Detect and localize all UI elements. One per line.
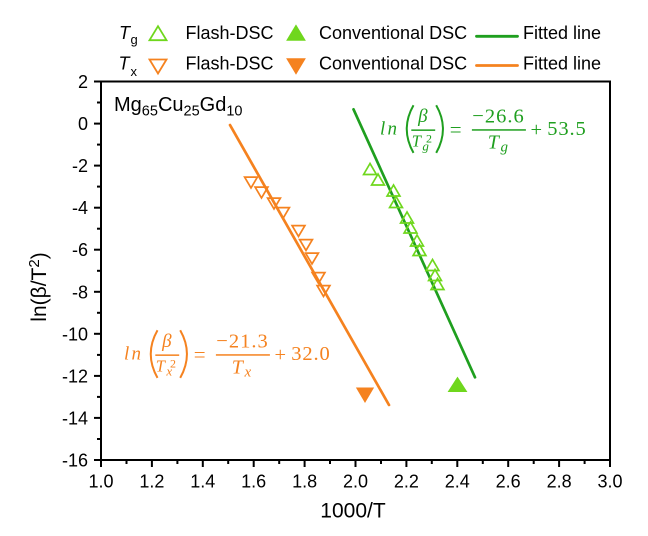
svg-text:-6: -6	[72, 240, 88, 260]
svg-text:2.8: 2.8	[547, 472, 572, 492]
svg-text:x: x	[165, 364, 172, 379]
svg-text:β: β	[417, 106, 428, 127]
svg-text:-4: -4	[72, 198, 88, 218]
svg-text:T: T	[412, 131, 423, 150]
svg-text:1000/T: 1000/T	[320, 500, 386, 523]
svg-text:x: x	[244, 365, 252, 381]
svg-text:−26.6: −26.6	[472, 106, 524, 128]
svg-text:2.2: 2.2	[394, 472, 419, 492]
svg-text:Mg65Cu25Gd10: Mg65Cu25Gd10	[114, 94, 242, 120]
svg-text:g: g	[131, 32, 138, 47]
svg-text:+: +	[275, 344, 287, 366]
svg-text:2: 2	[426, 131, 432, 145]
svg-text:1.0: 1.0	[88, 472, 113, 492]
svg-text:+: +	[531, 119, 543, 141]
svg-text:2: 2	[170, 356, 176, 370]
svg-text:-16: -16	[62, 451, 88, 471]
svg-text:g: g	[501, 140, 509, 156]
svg-text:32.0: 32.0	[291, 343, 330, 365]
svg-text:3.0: 3.0	[597, 472, 622, 492]
svg-text:-8: -8	[72, 282, 88, 302]
svg-text:2.6: 2.6	[496, 472, 521, 492]
svg-text:T: T	[488, 132, 501, 154]
svg-text:T: T	[156, 356, 167, 375]
svg-text:2.4: 2.4	[445, 472, 470, 492]
svg-text:=: =	[450, 117, 462, 141]
svg-text:−21.3: −21.3	[216, 331, 268, 353]
svg-text:2.0: 2.0	[343, 472, 368, 492]
svg-text:Fitted line: Fitted line	[523, 23, 601, 43]
svg-text:ln: ln	[380, 119, 399, 140]
svg-text:-10: -10	[62, 324, 88, 344]
svg-text:53.5: 53.5	[547, 118, 586, 140]
svg-text:Fitted line: Fitted line	[523, 53, 601, 73]
svg-text:Conventional DSC: Conventional DSC	[319, 23, 467, 43]
svg-text:=: =	[194, 342, 206, 366]
svg-text:Flash-DSC: Flash-DSC	[186, 23, 274, 43]
svg-text:-14: -14	[62, 408, 88, 428]
svg-text:β: β	[161, 331, 172, 352]
svg-text:T: T	[232, 357, 245, 379]
svg-text:T: T	[119, 53, 132, 73]
svg-text:-12: -12	[62, 366, 88, 386]
svg-text:Flash-DSC: Flash-DSC	[186, 53, 274, 73]
svg-text:x: x	[131, 64, 138, 79]
svg-text:ln: ln	[124, 344, 143, 365]
svg-text:1.2: 1.2	[139, 472, 164, 492]
svg-text:g: g	[422, 139, 429, 154]
svg-text:1.8: 1.8	[292, 472, 317, 492]
svg-text:1.6: 1.6	[241, 472, 266, 492]
svg-text:Conventional DSC: Conventional DSC	[319, 53, 467, 73]
svg-text:0: 0	[78, 114, 88, 134]
svg-text:1.4: 1.4	[190, 472, 215, 492]
svg-text:-2: -2	[72, 156, 88, 176]
svg-text:T: T	[119, 23, 132, 43]
svg-text:2: 2	[78, 72, 88, 92]
